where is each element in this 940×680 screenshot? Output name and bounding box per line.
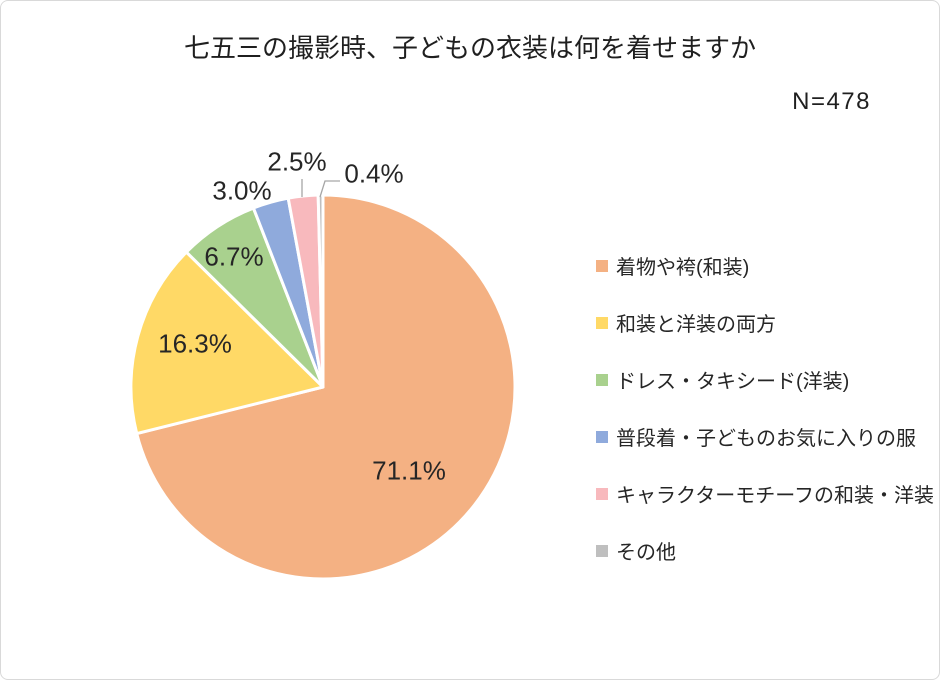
legend-swatch-icon <box>596 544 608 557</box>
leader-line-0-4pct <box>319 180 340 198</box>
legend-item-label: 和装と洋装の両方 <box>616 314 776 336</box>
legend-item-label: ドレス・タキシード(洋装) <box>616 371 850 393</box>
legend-item-5: その他 <box>596 522 934 579</box>
pie-slice-0 <box>135 193 517 581</box>
legend-swatch-icon <box>596 487 608 500</box>
data-label-both: 16.3% <box>158 328 232 359</box>
chart-title: 七五三の撮影時、子どもの衣装は何を着せますか <box>183 33 756 63</box>
legend-item-2: ドレス・タキシード(洋装) <box>596 351 934 408</box>
legend-swatch-icon <box>596 430 608 443</box>
legend-item-label: 普段着・子どものお気に入りの服 <box>616 428 916 450</box>
data-label-everyday: 3.0% <box>212 175 272 206</box>
legend-item-label: 着物や袴(和装) <box>616 257 750 279</box>
data-label-other: 0.4% <box>344 158 404 189</box>
data-label-dress: 6.7% <box>204 241 264 272</box>
legend-item-4: キャラクターモチーフの和装・洋装 <box>596 465 934 522</box>
pie-slice-1 <box>129 250 325 436</box>
legend-swatch-icon <box>596 259 608 272</box>
legend-item-label: キャラクターモチーフの和装・洋装 <box>616 485 934 507</box>
data-label-character: 2.5% <box>267 146 327 177</box>
legend-swatch-icon <box>596 373 608 386</box>
legend-item-3: 普段着・子どものお気に入りの服 <box>596 408 934 465</box>
sample-size-label: N=478 <box>792 88 871 115</box>
legend-item-0: 着物や袴(和装) <box>596 237 934 294</box>
pie-slices <box>129 193 517 581</box>
data-label-kimono: 71.1% <box>372 455 446 486</box>
legend-swatch-icon <box>596 316 608 329</box>
legend: 着物や袴(和装) 和装と洋装の両方ドレス・タキシード(洋装) 普段着・子どものお気に… <box>596 237 934 579</box>
legend-item-label: その他 <box>616 542 676 564</box>
legend-item-1: 和装と洋装の両方 <box>596 294 934 351</box>
